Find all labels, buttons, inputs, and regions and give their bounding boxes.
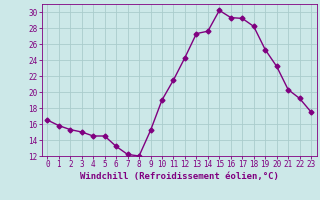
X-axis label: Windchill (Refroidissement éolien,°C): Windchill (Refroidissement éolien,°C) [80,172,279,181]
